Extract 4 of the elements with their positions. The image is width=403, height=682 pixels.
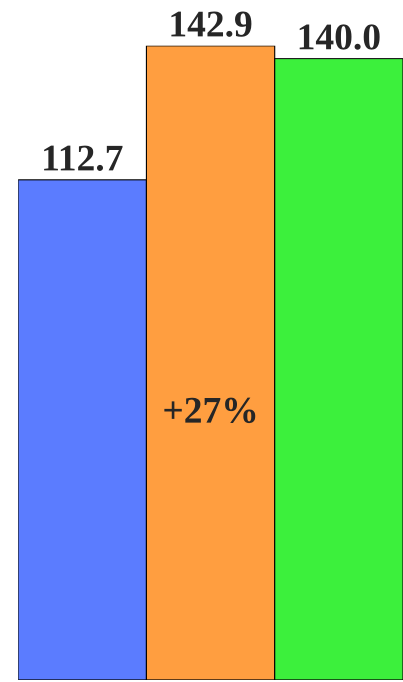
data-label: 142.9 <box>171 12 252 37</box>
data-label: 112.7 <box>44 146 123 171</box>
data-label: 140.0 <box>300 24 380 50</box>
annotation: +27% <box>164 398 256 424</box>
